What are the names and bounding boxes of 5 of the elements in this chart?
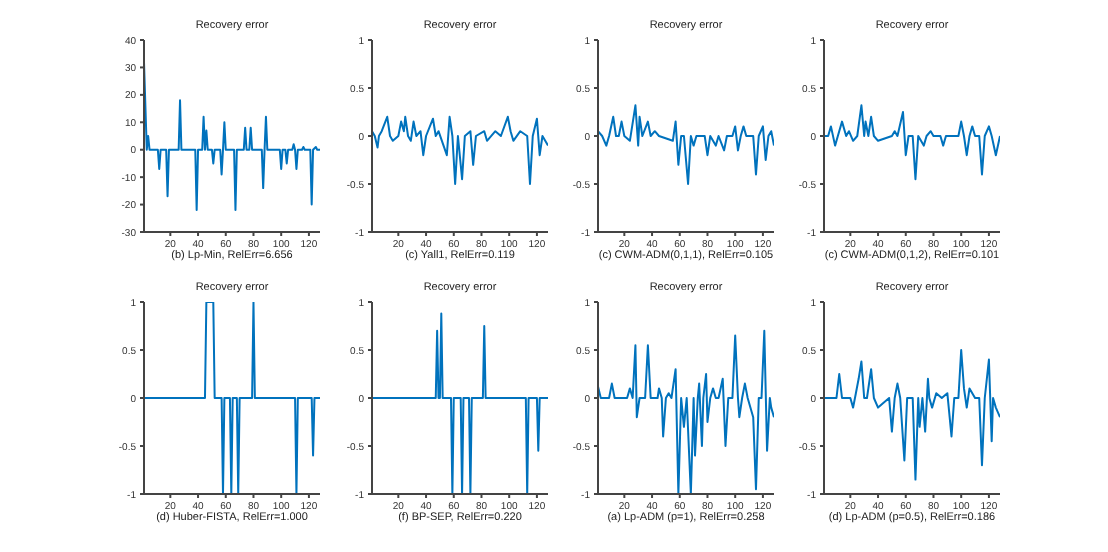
line-series bbox=[372, 115, 548, 185]
line-series bbox=[598, 104, 774, 185]
line-series bbox=[144, 302, 320, 494]
line-series bbox=[824, 104, 1000, 181]
line-series bbox=[824, 349, 1000, 481]
